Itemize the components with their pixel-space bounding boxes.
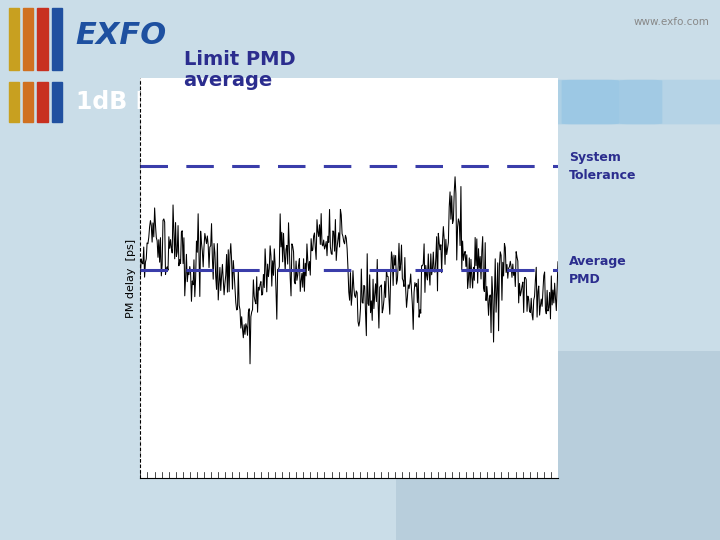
Bar: [23, 82, 33, 122]
Bar: [37, 8, 48, 71]
Text: Limit PMD: Limit PMD: [184, 50, 295, 69]
Text: EXFO: EXFO: [76, 21, 167, 50]
Y-axis label: PM delay  [ps]: PM delay [ps]: [126, 239, 136, 318]
Bar: [52, 82, 62, 122]
Bar: [23, 8, 33, 71]
Bar: [9, 82, 19, 122]
Bar: [37, 82, 48, 122]
Text: average: average: [184, 71, 273, 91]
Text: 1dB Penalty probability: low: 1dB Penalty probability: low: [76, 90, 454, 114]
FancyBboxPatch shape: [562, 80, 662, 124]
Text: www.exfo.com: www.exfo.com: [634, 17, 709, 27]
FancyBboxPatch shape: [619, 80, 720, 124]
Bar: [52, 8, 62, 71]
FancyBboxPatch shape: [504, 80, 619, 124]
Text: Average
PMD: Average PMD: [569, 254, 626, 286]
Bar: [9, 8, 19, 71]
Text: System
Tolerance: System Tolerance: [569, 151, 636, 182]
